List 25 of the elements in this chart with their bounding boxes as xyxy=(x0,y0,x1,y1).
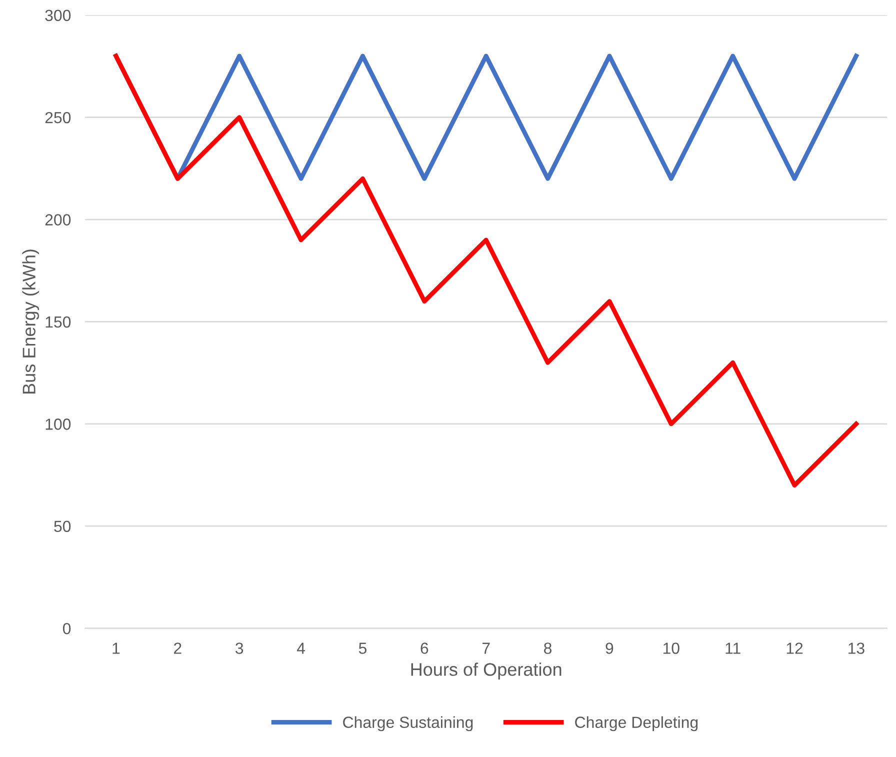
y-axis-title: Bus Energy (kWh) xyxy=(22,250,40,394)
x-tick-label: 10 xyxy=(663,642,680,654)
legend-label: Charge Depleting xyxy=(575,716,698,732)
y-tick-label: 0 xyxy=(62,622,71,634)
y-tick-label: 300 xyxy=(45,10,71,22)
x-tick-label: 7 xyxy=(482,642,490,654)
y-tick-label: 50 xyxy=(54,520,71,532)
x-tick-label: 8 xyxy=(544,642,552,654)
line-series xyxy=(114,54,858,488)
y-tick-label: 200 xyxy=(45,214,71,226)
x-axis-title: Hours of Operation xyxy=(411,662,562,680)
x-tick-label: 3 xyxy=(236,642,244,654)
x-tick-label: 2 xyxy=(174,642,182,654)
x-tick-label: 5 xyxy=(358,642,366,654)
y-tick-label: 250 xyxy=(45,112,71,124)
y-tick-label: 150 xyxy=(46,316,71,328)
x-tick-label: 9 xyxy=(606,642,614,654)
x-tick-label: 12 xyxy=(786,642,803,654)
y-tick-label: 100 xyxy=(46,418,71,430)
x-tick-label: 1 xyxy=(112,642,120,654)
x-tick-label: 4 xyxy=(296,642,305,654)
x-tick-label: 11 xyxy=(726,642,740,654)
x-tick-label: 6 xyxy=(420,642,428,654)
legend-label: Charge Sustaining xyxy=(343,716,473,732)
x-tick-label: 13 xyxy=(848,642,864,654)
